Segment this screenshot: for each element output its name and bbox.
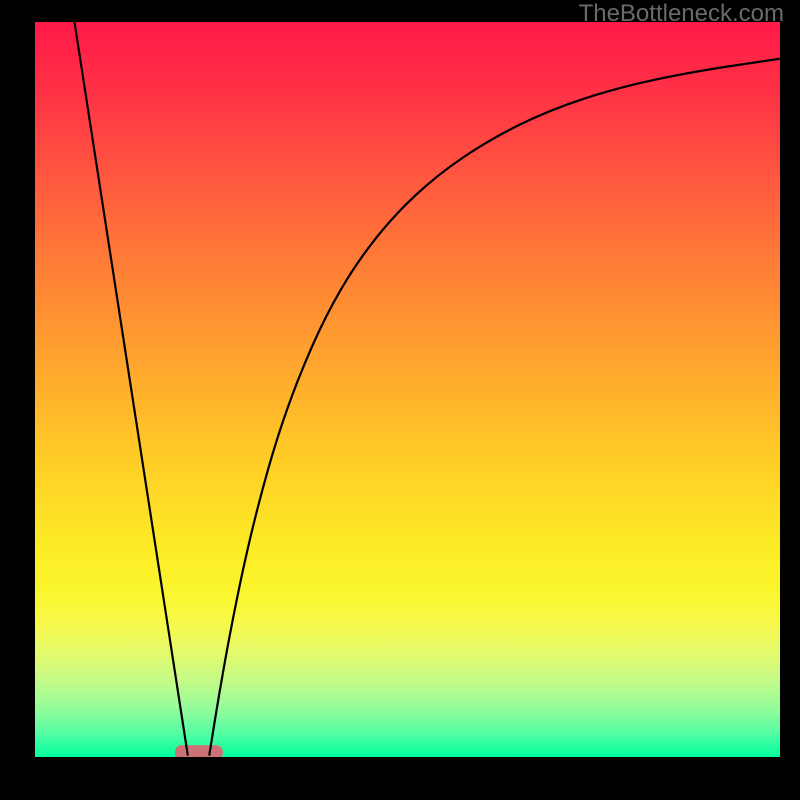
bottleneck-marker xyxy=(175,745,223,757)
curve-layer xyxy=(35,22,780,757)
chart-frame: TheBottleneck.com xyxy=(0,0,800,800)
plot-area xyxy=(35,22,780,757)
watermark-text: TheBottleneck.com xyxy=(579,0,784,28)
bottleneck-curve xyxy=(74,22,780,755)
